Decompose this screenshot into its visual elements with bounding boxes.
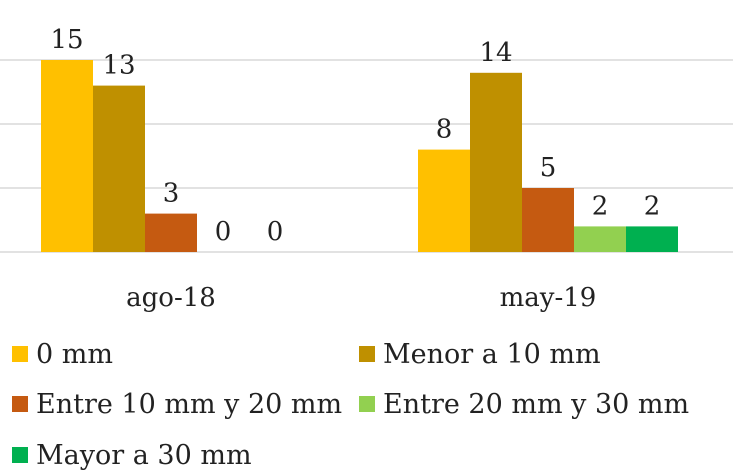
bar-ago-18-series-0	[41, 60, 93, 252]
legend-swatch-1	[359, 346, 375, 362]
data-label-may-19-series-1: 14	[479, 38, 512, 68]
legend-item-2: Entre 10 mm y 20 mm	[12, 384, 342, 424]
category-label-1: may-19	[500, 283, 597, 313]
bars	[41, 60, 678, 252]
legend-label-3: Entre 20 mm y 30 mm	[383, 388, 690, 420]
legend-label-0: 0 mm	[36, 338, 113, 370]
bar-ago-18-series-2	[145, 213, 197, 252]
bar-chart: 15 13 3 0 0 8 14 5 2 2 ago-18 may-19	[0, 25, 733, 313]
legend-swatch-0	[12, 346, 28, 362]
data-label-ago-18-series-2: 3	[163, 179, 180, 209]
bar-may-19-series-4	[626, 226, 678, 252]
legend-label-4: Mayor a 30 mm	[36, 439, 252, 471]
bar-may-19-series-3	[574, 226, 626, 252]
legend: 0 mm Menor a 10 mm Entre 10 mm y 20 mm Entr…	[12, 334, 733, 474]
legend-item-4: Mayor a 30 mm	[12, 435, 252, 475]
legend-item-1: Menor a 10 mm	[359, 334, 601, 374]
data-label-ago-18-series-1: 13	[102, 51, 135, 81]
data-label-ago-18-series-0: 15	[50, 25, 83, 55]
bar-may-19-series-2	[522, 188, 574, 252]
category-label-0: ago-18	[126, 283, 216, 313]
data-label-ago-18-series-3: 0	[215, 217, 232, 247]
legend-item-0: 0 mm	[12, 334, 113, 374]
data-label-ago-18-series-4: 0	[267, 217, 284, 247]
data-labels: 15 13 3 0 0 8 14 5 2 2	[50, 25, 660, 247]
data-label-may-19-series-0: 8	[436, 115, 453, 145]
data-label-may-19-series-4: 2	[644, 191, 661, 221]
legend-swatch-2	[12, 396, 28, 412]
bar-may-19-series-0	[418, 149, 470, 252]
category-labels: ago-18 may-19	[126, 283, 596, 313]
legend-swatch-4	[12, 447, 28, 463]
legend-label-1: Menor a 10 mm	[383, 338, 601, 370]
data-label-may-19-series-2: 5	[540, 153, 557, 183]
legend-item-3: Entre 20 mm y 30 mm	[359, 384, 689, 424]
data-label-may-19-series-3: 2	[592, 191, 609, 221]
legend-label-2: Entre 10 mm y 20 mm	[36, 388, 343, 420]
bar-ago-18-series-1	[93, 85, 145, 252]
legend-swatch-3	[359, 396, 375, 412]
bar-may-19-series-1	[470, 72, 522, 252]
